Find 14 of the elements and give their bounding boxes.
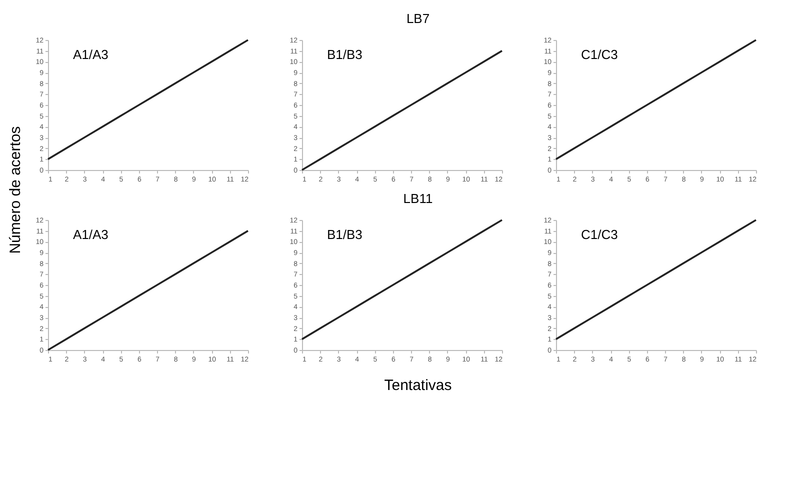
annotation: A1/A3 — [73, 47, 108, 62]
chart-title: LB7 — [406, 11, 430, 26]
x-axis-title: Tentativas — [384, 377, 452, 394]
line-series — [555, 219, 757, 340]
y-axis-title: Número de acertos — [7, 126, 24, 254]
line-series — [301, 219, 503, 340]
annotation: B1/B3 — [327, 227, 362, 242]
annotation: C1/C3 — [581, 227, 618, 242]
annotation: A1/A3 — [73, 227, 108, 242]
annotation: C1/C3 — [581, 47, 618, 62]
line-series — [555, 39, 757, 160]
chart-title: LB11 — [403, 191, 433, 206]
line-series — [47, 39, 249, 160]
annotation: B1/B3 — [327, 47, 362, 62]
